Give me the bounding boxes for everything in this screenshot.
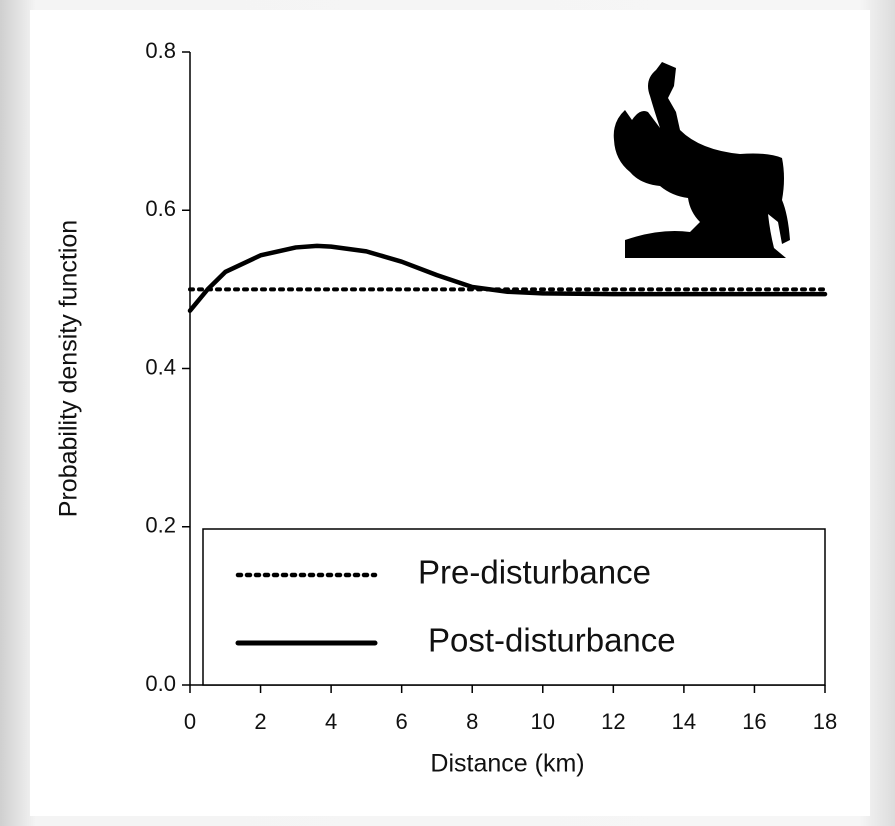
x-tick-label: 4 [325,709,337,734]
y-tick-label: 0.4 [145,354,176,379]
x-tick-label: 8 [466,709,478,734]
caribou-icon [613,62,790,258]
legend-label: Pre-disturbance [418,554,651,591]
legend-box [202,528,826,686]
x-tick-label: 6 [396,709,408,734]
x-tick-label: 0 [184,709,196,734]
x-tick-label: 16 [742,709,766,734]
x-tick-label: 12 [601,709,625,734]
y-tick-label: 0.6 [145,196,176,221]
x-tick-label: 14 [672,709,696,734]
x-tick-label: 2 [254,709,266,734]
y-tick-label: 0.0 [145,671,176,696]
legend-label: Post-disturbance [428,622,676,659]
y-tick-label: 0.8 [145,38,176,63]
x-tick-label: 18 [813,709,837,734]
y-tick-label: 0.2 [145,513,176,538]
x-tick-label: 10 [531,709,555,734]
series-line [187,243,828,313]
x-axis-label: Distance (km) [430,750,584,778]
y-axis-label: Probability density function [55,220,83,517]
